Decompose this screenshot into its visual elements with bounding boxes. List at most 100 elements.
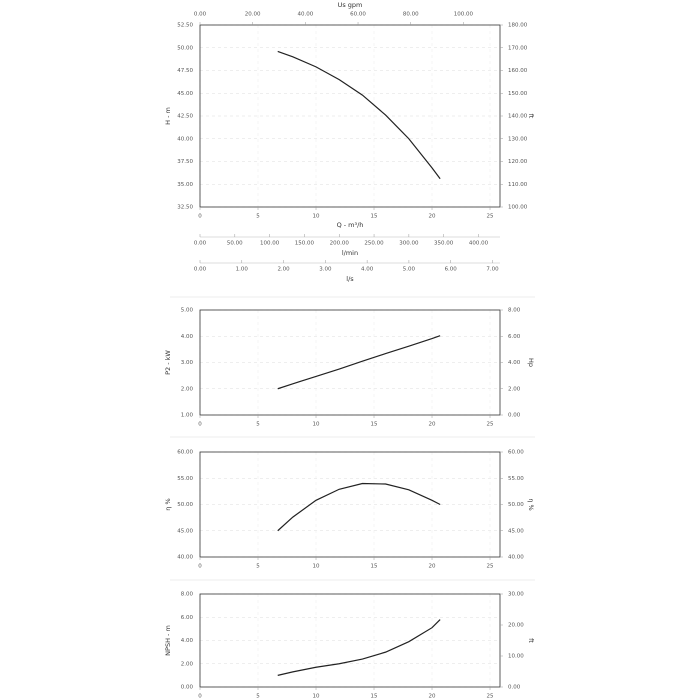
y-tick-label: 4.00 (181, 638, 194, 644)
extra-axis-tick-label: 1.00 (236, 267, 249, 273)
y-axis-label: η % (164, 498, 172, 510)
y2-tick-label: 130.00 (508, 136, 528, 142)
x-tick-label: 20 (429, 564, 436, 570)
x-tick-label: 10 (313, 214, 320, 220)
x-tick-label: 20 (429, 214, 436, 220)
y-tick-label: 2.00 (181, 661, 194, 667)
y2-tick-label: 4.00 (508, 360, 521, 366)
y2-tick-label: 140.00 (508, 114, 528, 120)
y-tick-label: 4.00 (181, 334, 194, 340)
y-tick-label: 47.50 (177, 68, 193, 74)
y-tick-label: 32.50 (177, 205, 193, 211)
y-tick-label: 40.00 (177, 555, 193, 561)
y-tick-label: 2.00 (181, 386, 194, 392)
extra-axis-tick-label: 250.00 (364, 241, 384, 247)
x2-tick-label: 0.00 (194, 12, 207, 18)
extra-axis-tick-label: 400.00 (469, 241, 489, 247)
x-tick-label: 15 (371, 422, 378, 428)
x2-tick-label: 80.00 (403, 12, 419, 18)
extra-axis-tick-label: 0.00 (194, 267, 207, 273)
x2-axis-label: Us gpm (338, 1, 363, 9)
x-tick-label: 25 (487, 422, 494, 428)
y-tick-label: 8.00 (181, 592, 194, 598)
x-tick-label: 15 (371, 564, 378, 570)
y2-tick-label: 170.00 (508, 45, 528, 51)
y-tick-label: 52.50 (177, 23, 193, 29)
x-tick-label: 10 (313, 564, 320, 570)
x-tick-label: 25 (487, 214, 494, 220)
y2-tick-label: 20.00 (508, 623, 524, 629)
x-tick-label: 10 (313, 422, 320, 428)
y2-tick-label: 8.00 (508, 308, 521, 314)
y-tick-label: 37.50 (177, 159, 193, 165)
y2-tick-label: 6.00 (508, 334, 521, 340)
extra-axis-tick-label: 300.00 (399, 241, 419, 247)
extra-axis-tick-label: 150.00 (295, 241, 315, 247)
x-tick-label: 20 (429, 422, 436, 428)
x-tick-label: 20 (429, 694, 436, 700)
x-tick-label: 5 (256, 564, 260, 570)
y2-tick-label: 2.00 (508, 386, 521, 392)
y2-axis-label: Hp (527, 358, 535, 367)
y-tick-label: 0.00 (181, 685, 194, 691)
data-line (277, 335, 441, 390)
y-tick-label: 3.00 (181, 360, 194, 366)
y-tick-label: 50.00 (177, 45, 193, 51)
data-line (277, 619, 441, 676)
y2-tick-label: 180.00 (508, 23, 528, 29)
y2-axis-label: ft (527, 638, 535, 643)
y2-tick-label: 110.00 (508, 182, 528, 188)
extra-axis-label: l/s (346, 275, 354, 283)
y-axis-label: NPSH - m (164, 625, 172, 656)
extra-axis-tick-label: 4.00 (361, 267, 374, 273)
extra-axis-tick-label: 2.00 (277, 267, 290, 273)
y-tick-label: 45.00 (177, 91, 193, 97)
extra-axis-tick-label: 3.00 (319, 267, 332, 273)
extra-axis-tick-label: 6.00 (445, 267, 458, 273)
extra-axis-tick-label: 5.00 (403, 267, 416, 273)
y-axis-label: P2 - kW (164, 350, 172, 375)
plot-box (199, 593, 501, 688)
x-tick-label: 15 (371, 214, 378, 220)
extra-axis-tick-label: 350.00 (434, 241, 454, 247)
x2-tick-label: 20.00 (245, 12, 261, 18)
y-tick-label: 6.00 (181, 615, 194, 621)
y-axis-label: H - m (164, 107, 172, 125)
y-tick-label: 5.00 (181, 308, 194, 314)
y2-tick-label: 160.00 (508, 68, 528, 74)
x2-tick-label: 40.00 (297, 12, 313, 18)
extra-axis-tick-label: 0.00 (194, 241, 207, 247)
x-tick-label: 15 (371, 694, 378, 700)
x2-tick-label: 60.00 (350, 12, 366, 18)
x-tick-label: 0 (198, 422, 202, 428)
y2-tick-label: 30.00 (508, 592, 524, 598)
y2-tick-label: 100.00 (508, 205, 528, 211)
x-tick-label: 5 (256, 214, 260, 220)
y2-axis-label: η % (527, 498, 535, 510)
x-axis-label: Q - m³/h (337, 221, 364, 229)
x2-tick-label: 100.00 (454, 12, 474, 18)
y2-tick-label: 0.00 (508, 413, 521, 419)
x-tick-label: 0 (198, 694, 202, 700)
y-tick-label: 35.00 (177, 182, 193, 188)
y2-tick-label: 120.00 (508, 159, 528, 165)
y-tick-label: 1.00 (181, 413, 194, 419)
extra-axis-tick-label: 7.00 (486, 267, 499, 273)
extra-axis-label: l/min (342, 249, 358, 257)
x-tick-label: 25 (487, 694, 494, 700)
x-tick-label: 25 (487, 564, 494, 570)
x-tick-label: 10 (313, 694, 320, 700)
extra-axis-tick-label: 200.00 (330, 241, 350, 247)
y-tick-label: 42.50 (177, 114, 193, 120)
y2-axis-label: ft (527, 114, 535, 119)
y-tick-label: 60.00 (177, 450, 193, 456)
y2-tick-label: 45.00 (508, 528, 524, 534)
y-tick-label: 50.00 (177, 502, 193, 508)
y2-tick-label: 50.00 (508, 502, 524, 508)
data-line (277, 50, 441, 180)
y-tick-label: 40.00 (177, 136, 193, 142)
x-tick-label: 5 (256, 422, 260, 428)
y2-tick-label: 150.00 (508, 91, 528, 97)
extra-axis-tick-label: 50.00 (227, 241, 243, 247)
